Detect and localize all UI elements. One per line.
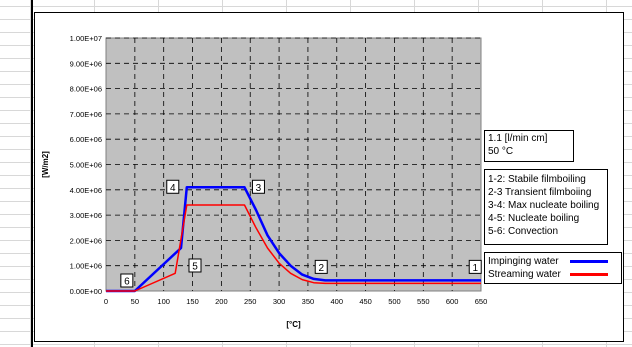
x-tick-label: 600 bbox=[446, 297, 459, 306]
point-label: 2 bbox=[318, 263, 324, 274]
series-line bbox=[106, 186, 481, 293]
y-tick-label: 6.00E+06 bbox=[70, 135, 102, 144]
x-tick-label: 150 bbox=[186, 297, 199, 306]
x-tick-label: 450 bbox=[359, 297, 372, 306]
legend-swatch-red bbox=[570, 273, 608, 276]
legend-label: Impinging water bbox=[488, 256, 559, 267]
legend-item: Impinging water bbox=[488, 255, 618, 268]
x-tick-label: 300 bbox=[273, 297, 286, 306]
legend-item: Streaming water bbox=[488, 268, 618, 281]
point-label: 6 bbox=[124, 277, 130, 288]
point-label-box bbox=[468, 259, 482, 274]
point-label: 4 bbox=[170, 183, 176, 194]
point-label: 5 bbox=[192, 261, 198, 272]
x-tick-label: 0 bbox=[104, 297, 108, 306]
x-tick-label: 550 bbox=[417, 297, 430, 306]
phase-box: 1-2: Stabile filmboiling 2-3 Transient f… bbox=[484, 169, 608, 245]
y-tick-label: 9.00E+06 bbox=[70, 59, 102, 68]
point-label-box bbox=[120, 273, 134, 288]
sheet-row-line bbox=[0, 6, 632, 7]
plot-area bbox=[105, 37, 482, 292]
point-label: 3 bbox=[256, 183, 262, 194]
phase-line: 2-3 Transient filmboiing bbox=[488, 187, 592, 198]
point-label-box bbox=[314, 259, 328, 274]
x-tick-label: 350 bbox=[302, 297, 315, 306]
y-tick-label: 7.00E+06 bbox=[70, 110, 102, 119]
phase-line: 3-4: Max nucleate boiling bbox=[488, 200, 600, 211]
x-tick-label: 50 bbox=[131, 297, 139, 306]
x-tick-label: 250 bbox=[244, 297, 257, 306]
x-tick-label: 100 bbox=[157, 297, 170, 306]
legend: Impinging water Streaming water bbox=[484, 252, 622, 284]
info-line-flow: 1.1 [l/min cm] bbox=[488, 133, 548, 144]
point-label: 1 bbox=[472, 263, 478, 274]
y-tick-label: 4.00E+06 bbox=[70, 186, 102, 195]
y-axis-label: [W/m2] bbox=[41, 151, 50, 178]
point-label-box bbox=[166, 179, 180, 194]
sheet-left-edge bbox=[31, 0, 33, 347]
legend-swatch-blue bbox=[570, 260, 608, 263]
point-label-box bbox=[188, 258, 202, 273]
phase-line: 1-2: Stabile filmboiling bbox=[488, 174, 586, 185]
x-tick-label: 650 bbox=[475, 297, 488, 306]
phase-line: 4-5: Nucleate boiling bbox=[488, 213, 580, 224]
y-tick-label: 8.00E+06 bbox=[70, 85, 102, 94]
series-line bbox=[106, 204, 481, 292]
info-box: 1.1 [l/min cm] 50 °C bbox=[484, 130, 574, 162]
phase-line: 5-6: Convection bbox=[488, 226, 559, 237]
y-tick-label: 1.00E+06 bbox=[70, 262, 102, 271]
legend-label: Streaming water bbox=[488, 269, 561, 280]
y-tick-label: 1.00E+07 bbox=[70, 34, 102, 43]
y-tick-label: 3.00E+06 bbox=[70, 211, 102, 220]
x-tick-label: 200 bbox=[215, 297, 228, 306]
sheet-row-line bbox=[0, 344, 632, 345]
x-axis-label: [°C] bbox=[286, 320, 301, 329]
y-tick-label: 2.00E+06 bbox=[70, 236, 102, 245]
sheet-col-line bbox=[30, 0, 31, 347]
x-tick-label: 400 bbox=[331, 297, 344, 306]
x-tick-label: 500 bbox=[388, 297, 401, 306]
point-label-box bbox=[251, 179, 265, 194]
info-line-temp: 50 °C bbox=[488, 146, 514, 157]
y-tick-label: 0.00E+00 bbox=[70, 287, 102, 296]
y-tick-label: 5.00E+06 bbox=[70, 161, 102, 170]
